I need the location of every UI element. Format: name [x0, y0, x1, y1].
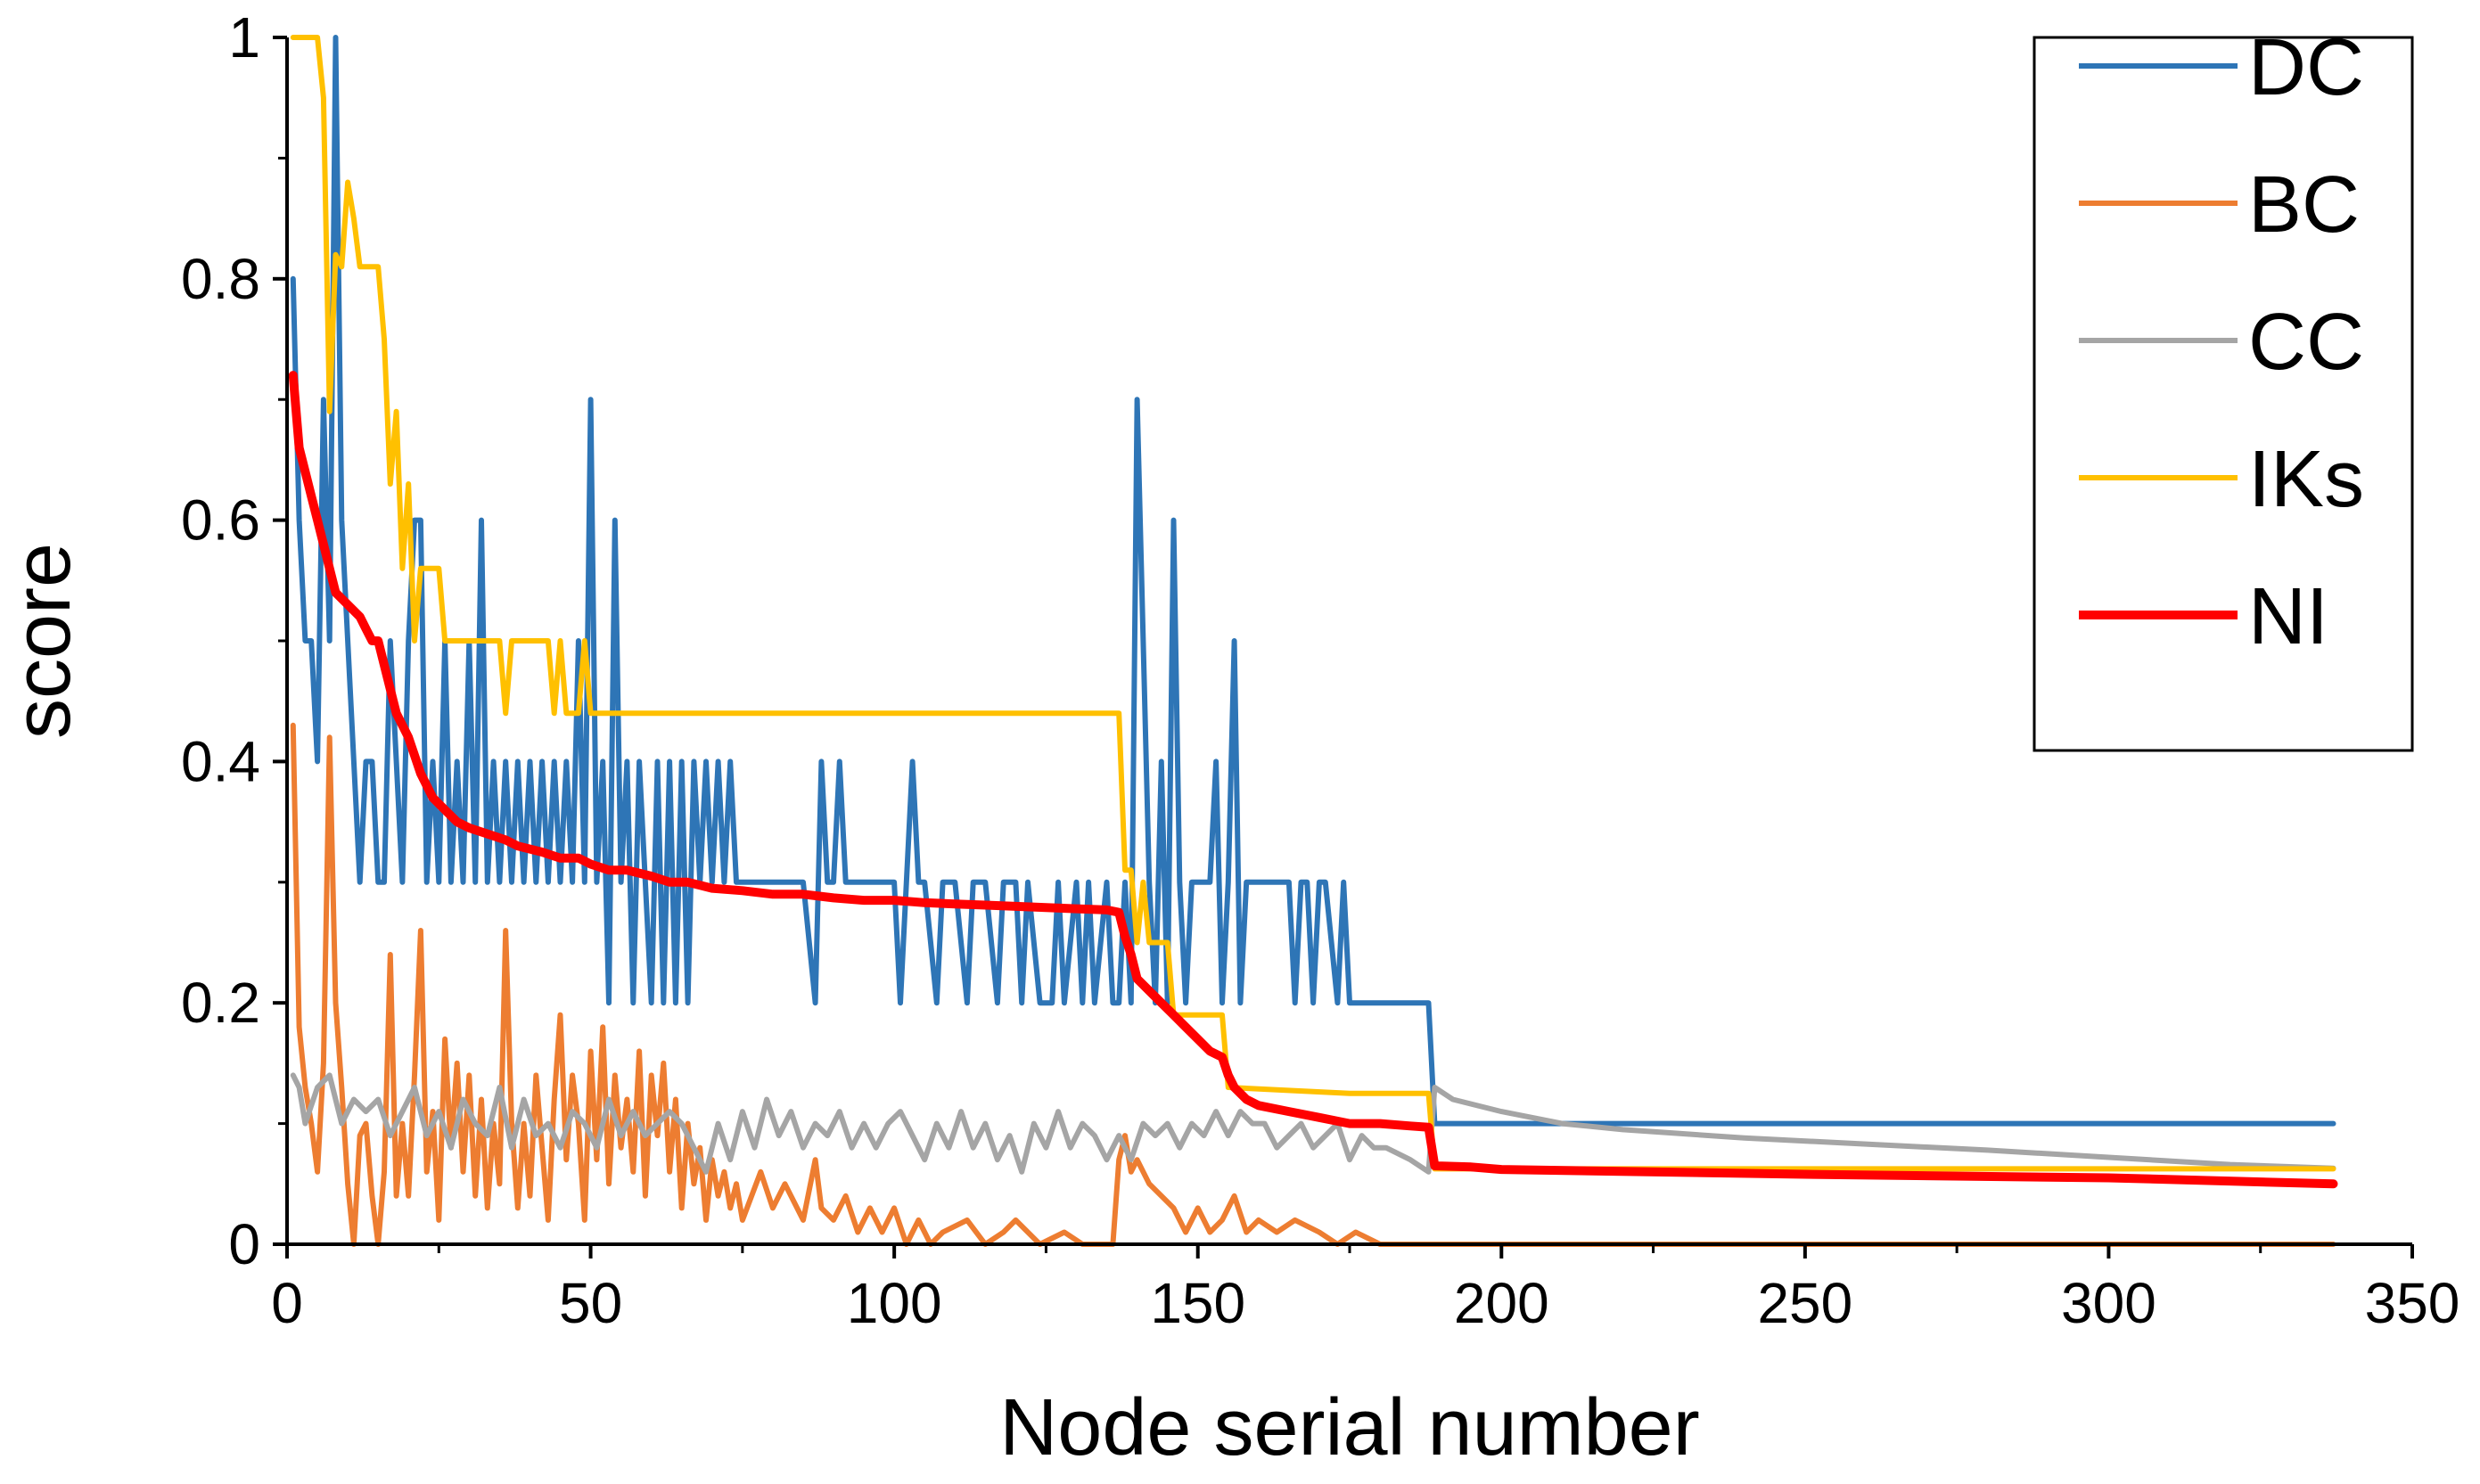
series-line-bc: [290, 722, 2336, 1247]
x-tick-label: 50: [559, 1271, 622, 1335]
x-tick-label: 350: [2365, 1271, 2460, 1335]
legend-label-dc: DC: [2248, 23, 2364, 112]
y-tick-label: 0.2: [181, 971, 260, 1035]
x-tick-label: 150: [1150, 1271, 1245, 1335]
legend-label-cc: CC: [2248, 298, 2364, 387]
series-line-ni: [288, 371, 2338, 1189]
y-tick-label: 0.8: [181, 247, 260, 311]
legend-label-iks: IKs: [2248, 435, 2364, 524]
legend-label-bc: BC: [2248, 160, 2360, 250]
x-tick-label: 300: [2061, 1271, 2156, 1335]
series-line-iks: [290, 35, 2336, 1172]
x-tick-label: 0: [271, 1271, 303, 1335]
legend-box: [2032, 36, 2414, 752]
x-tick-label: 200: [1454, 1271, 1549, 1335]
y-tick-label: 0.4: [181, 729, 260, 793]
y-tick-label: 0.6: [181, 488, 260, 553]
y-tick-label: 1: [228, 5, 260, 70]
series-lines: [288, 35, 2338, 1247]
x-tick-label: 250: [1757, 1271, 1852, 1335]
legend: DC BC CC IKs NI: [2032, 23, 2414, 752]
axes: [273, 36, 2414, 1259]
series-line-cc: [290, 1072, 2336, 1175]
legend-label-ni: NI: [2248, 572, 2328, 661]
x-tick-label: 100: [847, 1271, 942, 1335]
series-line-dc: [290, 35, 2336, 1127]
y-tick-label: 0: [228, 1212, 260, 1276]
x-axis-title: Node serial number: [999, 1383, 1699, 1472]
y-axis-title: score: [0, 543, 87, 739]
tick-labels: 0 50 100 150 200 250 300 350 0 0.2 0.4 0.6 0.8 1: [181, 5, 2459, 1335]
